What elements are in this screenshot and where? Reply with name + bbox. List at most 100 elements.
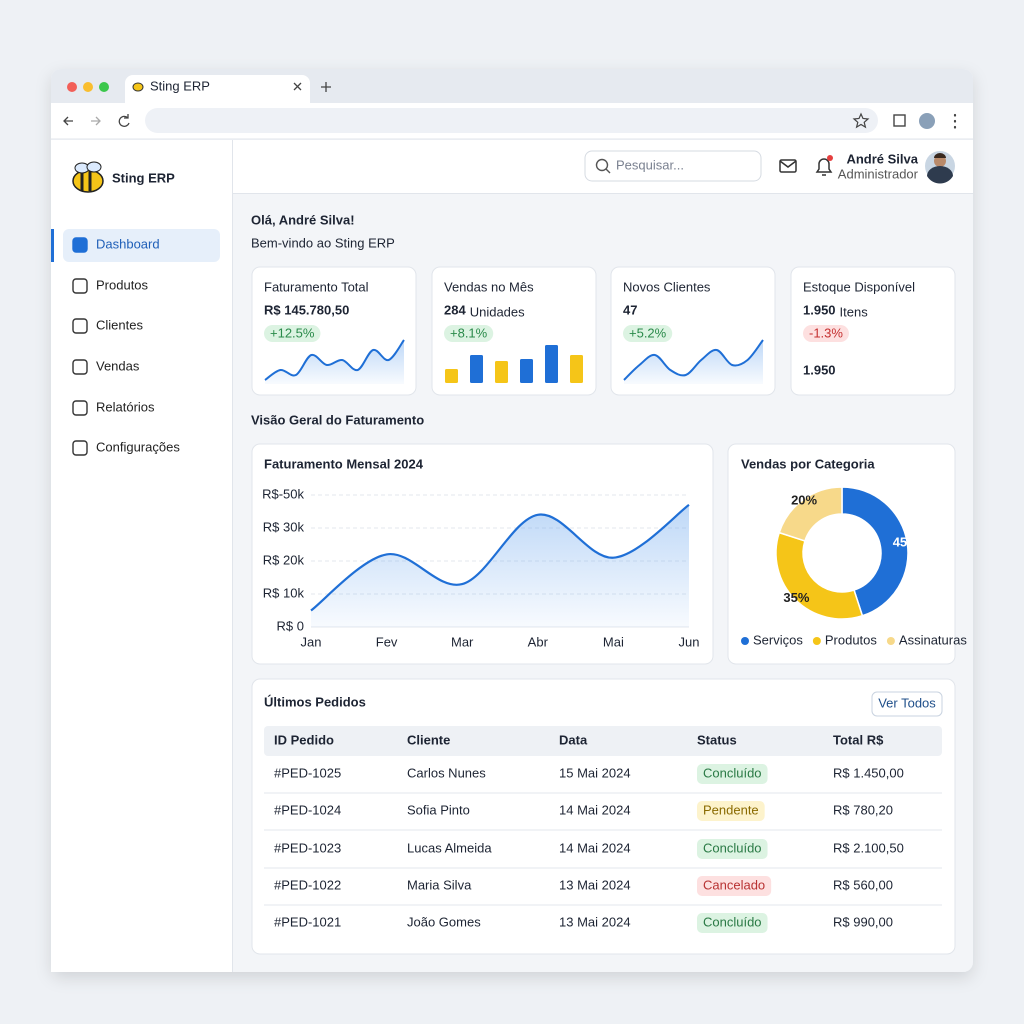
donut-slice (841, 486, 909, 617)
window-minimize[interactable] (83, 82, 93, 92)
y-tick-label: R$ 20k (263, 552, 305, 567)
nav-item[interactable]: Produtos (96, 277, 149, 292)
mail-button[interactable] (779, 159, 797, 173)
brand-name: Sting ERP (112, 170, 175, 185)
kpi-spark-line (623, 339, 764, 381)
y-tick-label: R$ 30k (263, 519, 305, 534)
search-placeholder: Pesquisar... (616, 157, 684, 172)
nav-icon (72, 278, 88, 294)
table-cell: 13 Mai 2024 (559, 914, 631, 929)
revenue-line (310, 503, 690, 612)
revenue-title: Faturamento Mensal 2024 (264, 456, 424, 471)
forward-button[interactable] (91, 116, 101, 126)
x-tick-label: Jan (301, 634, 322, 649)
category-card (727, 443, 956, 665)
table-column-header: Cliente (407, 732, 450, 747)
table-cell: João Gomes (407, 914, 481, 929)
new-tab[interactable] (321, 82, 331, 92)
notification-button[interactable] (815, 155, 833, 176)
nav-icon (72, 318, 88, 334)
nav-item[interactable]: Clientes (96, 317, 143, 332)
user-role: Administrador (838, 166, 919, 181)
table-cell: #PED-1024 (274, 802, 341, 817)
status-badge (697, 876, 772, 896)
status-label: Concluído (703, 840, 762, 855)
kpi-extra: 1.950 (803, 362, 836, 377)
revenue-area (311, 504, 689, 627)
nav-icon (72, 440, 88, 456)
donut-label: 20% (791, 492, 817, 507)
table-column-header: Status (697, 732, 737, 747)
window-close[interactable] (67, 82, 77, 92)
kpi-bar (470, 355, 483, 383)
kpi-change: -1.3% (809, 325, 843, 340)
status-label: Pendente (703, 802, 759, 817)
sidepanel-button[interactable] (893, 114, 906, 127)
window-maximize[interactable] (99, 82, 109, 92)
status-label: Concluído (703, 914, 762, 929)
donut-label: 45% (893, 534, 919, 549)
kpi-unit: Itens (840, 304, 869, 319)
table-cell: Lucas Almeida (407, 840, 492, 855)
view-all-label[interactable]: Ver Todos (878, 695, 936, 710)
kpi-value: 1.950 (803, 302, 836, 317)
table-cell: Sofia Pinto (407, 802, 470, 817)
bookmark-star[interactable] (852, 112, 870, 129)
user-name: André Silva (846, 151, 918, 166)
nav-item[interactable]: Dashboard (96, 236, 160, 251)
table-column-header: Data (559, 732, 588, 747)
table-cell: R$ 780,20 (833, 802, 893, 817)
x-tick-label: Mai (603, 634, 624, 649)
table-cell: R$ 990,00 (833, 914, 893, 929)
legend-label: Serviços (753, 632, 803, 647)
orders-title: Últimos Pedidos (264, 694, 366, 709)
kpi-value: 47 (623, 302, 637, 317)
table-cell: 14 Mai 2024 (559, 802, 631, 817)
table-cell: #PED-1023 (274, 840, 341, 855)
nav-item[interactable]: Relatórios (96, 399, 155, 414)
kpi-title: Novos Clientes (623, 279, 711, 294)
kpi-title: Estoque Disponível (803, 279, 915, 294)
table-cell: R$ 2.100,50 (833, 840, 904, 855)
view-all-button[interactable] (871, 691, 943, 717)
table-cell: 13 Mai 2024 (559, 877, 631, 892)
table-cell: 15 Mai 2024 (559, 765, 631, 780)
tab-close[interactable] (293, 82, 302, 91)
kpi-change-badge (264, 325, 321, 342)
kpi-unit: Unidades (470, 304, 525, 319)
nav-active-bg (63, 229, 220, 262)
brand-logo (72, 161, 104, 193)
status-badge (697, 913, 768, 933)
kpi-title: Faturamento Total (264, 279, 369, 294)
reload-button[interactable] (118, 114, 130, 127)
kpi-bar (445, 369, 458, 383)
nav-item[interactable]: Vendas (96, 358, 140, 373)
table-column-header: ID Pedido (274, 732, 334, 747)
legend-label: Assinaturas (899, 632, 967, 647)
y-tick-label: R$ 10k (263, 585, 305, 600)
table-cell: 14 Mai 2024 (559, 840, 631, 855)
kpi-bar (495, 361, 508, 383)
kpi-change: +8.1% (450, 325, 488, 340)
status-label: Cancelado (703, 877, 765, 892)
sidebar (51, 140, 232, 972)
kpi-value: 284 (444, 302, 466, 317)
kpi-change-badge (803, 325, 849, 342)
address-bar[interactable] (145, 108, 878, 133)
user-avatar[interactable] (925, 151, 955, 184)
tab[interactable] (125, 75, 310, 103)
legend-swatch (886, 637, 895, 645)
table-cell: #PED-1025 (274, 765, 341, 780)
nav-item[interactable]: Configurações (96, 439, 180, 454)
category-title: Vendas por Categoria (741, 456, 875, 471)
table-column-header: Total R$ (833, 732, 884, 747)
donut-slice (778, 486, 843, 542)
profile-button[interactable] (919, 113, 935, 129)
search-box[interactable] (584, 150, 762, 182)
kpi-spark-area (624, 340, 763, 384)
back-button[interactable] (63, 116, 73, 126)
table-cell: #PED-1021 (274, 914, 341, 929)
table-cell: R$ 560,00 (833, 877, 893, 892)
table-header (264, 726, 942, 756)
